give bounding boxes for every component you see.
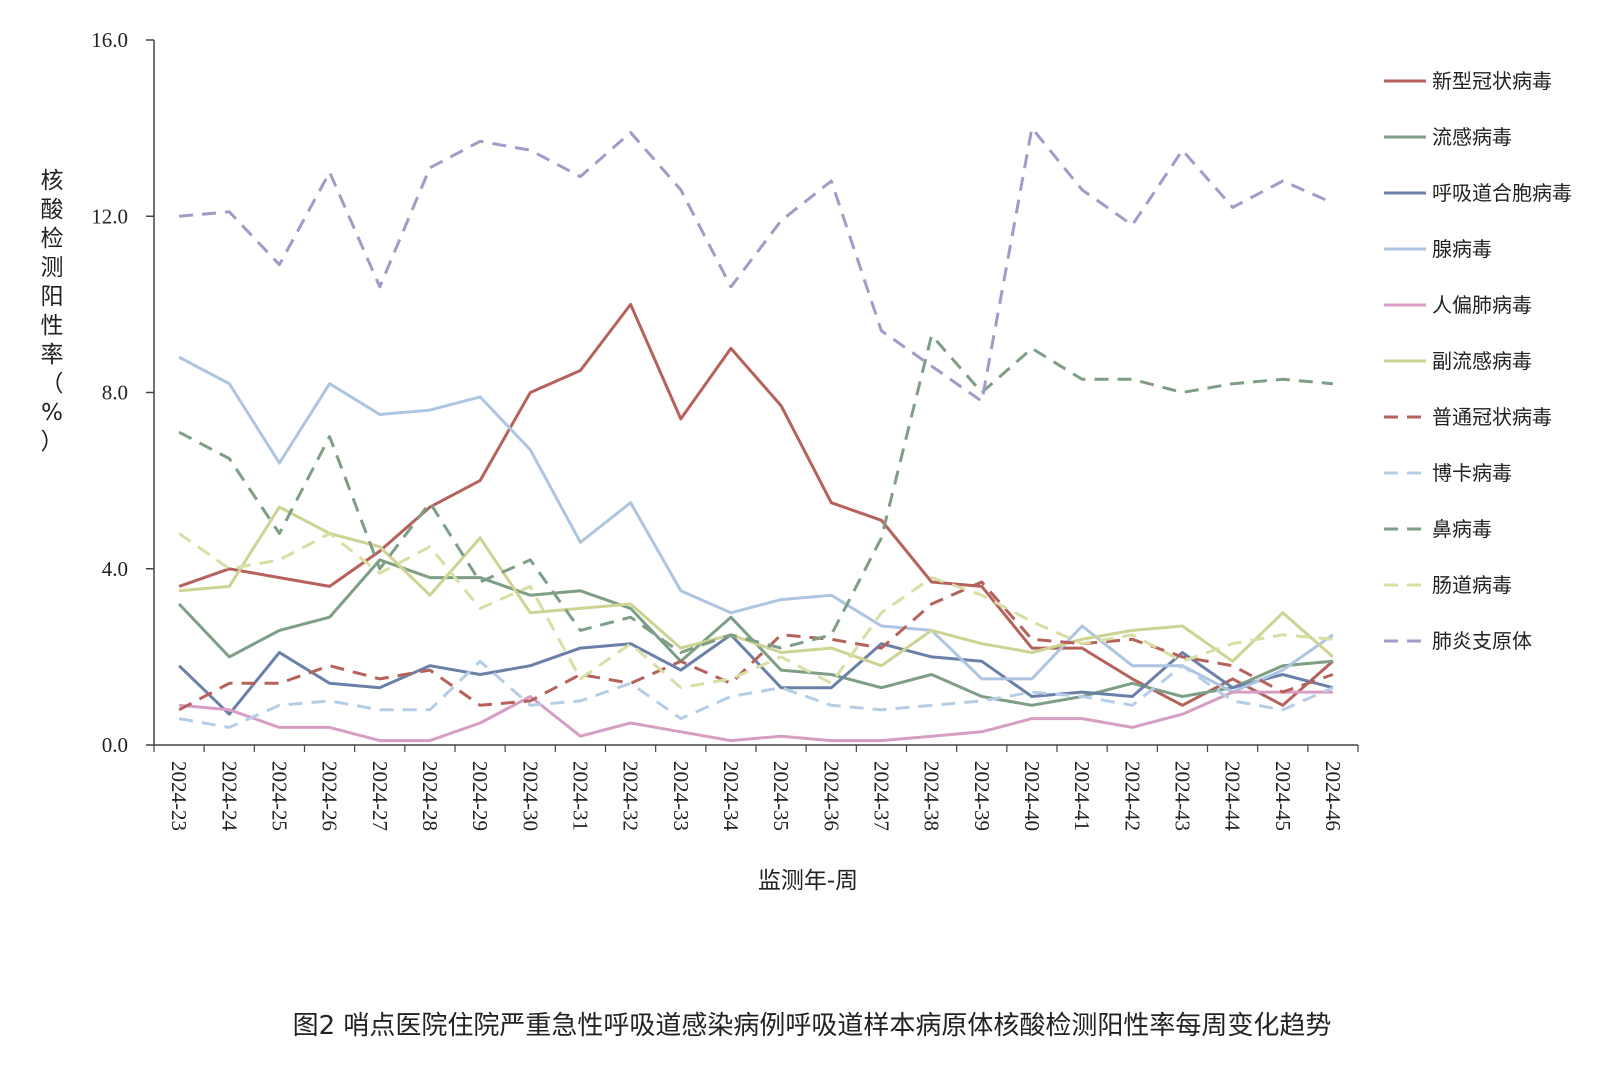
legend-label: 新型冠状病毒 [1432, 69, 1552, 93]
x-tick-label: 2024-25 [267, 761, 291, 831]
legend-label: 人偏肺病毒 [1432, 293, 1532, 317]
legend-label: 腺病毒 [1432, 237, 1492, 261]
x-tick-label: 2024-33 [669, 761, 693, 831]
legend-label: 普通冠状病毒 [1432, 405, 1552, 429]
y-tick-label: 8.0 [102, 381, 128, 405]
series-line [178, 333, 1334, 654]
y-tick-label: 12.0 [91, 204, 128, 228]
series-line [178, 302, 1334, 707]
legend-label: 博卡病毒 [1432, 461, 1512, 485]
legend-label: 副流感病毒 [1432, 349, 1532, 373]
x-tick-label: 2024-27 [368, 761, 392, 831]
x-tick-label: 2024-28 [418, 761, 442, 831]
x-axis-ticks: 2024-23 2024-24 2024-25 2024-26 2024-27 2024-… [153, 745, 1359, 831]
y-axis-label-char: 酸 [41, 197, 64, 223]
legend-label: 肺炎支原体 [1432, 629, 1532, 653]
series-line [178, 126, 1334, 403]
y-axis-label-char: 测 [41, 255, 64, 281]
x-tick-label: 2024-26 [318, 761, 342, 831]
x-tick-label: 2024-45 [1271, 761, 1295, 831]
y-axis-ticks: 0.0 4.0 8.0 12.0 16.0 [91, 28, 154, 757]
y-axis-label-char: % [41, 400, 63, 426]
y-axis-label-char: ） [41, 429, 64, 455]
y-axis-label: 核酸检测阳性率 （% ） [41, 168, 64, 455]
legend-label: 鼻病毒 [1432, 517, 1492, 541]
x-tick-label: 2024-29 [468, 761, 492, 831]
y-tick-label: 16.0 [91, 28, 128, 52]
legend-label: 呼吸道合胞病毒 [1432, 181, 1572, 205]
y-axis-label-char: 检 [41, 226, 64, 252]
series-lines [178, 126, 1334, 743]
x-tick-label: 2024-36 [819, 761, 843, 831]
y-axis-label-char: 核 [41, 168, 64, 194]
legend: 新型冠状病毒流感病毒呼吸道合胞病毒腺病毒人偏肺病毒副流感病毒普通冠状病毒博卡病毒… [1384, 69, 1572, 653]
series-line [178, 690, 1333, 743]
y-tick-label: 0.0 [102, 733, 128, 757]
y-axis-label-char: 性 [41, 313, 64, 339]
x-tick-label: 2024-40 [1020, 761, 1044, 831]
x-tick-label: 2024-31 [568, 761, 592, 831]
x-axis-label: 监测年-周 [758, 868, 858, 894]
series-line [178, 558, 1334, 707]
axes [153, 40, 1358, 746]
y-tick-label: 4.0 [102, 557, 128, 581]
x-tick-label: 2024-39 [970, 761, 994, 831]
x-tick-label: 2024-35 [769, 761, 793, 831]
x-tick-label: 2024-46 [1321, 761, 1345, 831]
y-axis-label-char: （ [41, 371, 64, 397]
x-tick-label: 2024-44 [1221, 761, 1245, 831]
figure-caption: 图2 哨点医院住院严重急性呼吸道感染病例呼吸道样本病原体核酸检测阳性率每周变化趋… [292, 1011, 1332, 1041]
legend-label: 流感病毒 [1432, 125, 1512, 149]
series-line [178, 633, 1334, 716]
x-tick-label: 2024-37 [869, 761, 893, 831]
legend-label: 肠道病毒 [1432, 573, 1512, 597]
x-tick-label: 2024-24 [217, 761, 241, 831]
x-tick-label: 2024-42 [1120, 761, 1144, 831]
series-line [178, 580, 1334, 712]
x-tick-label: 2024-41 [1070, 761, 1094, 831]
x-tick-label: 2024-43 [1170, 761, 1194, 831]
chart: 0.04.08.012.016.0 2024-23 2024-24 2024-25 2… [41, 28, 1573, 894]
y-axis-label-char: 率 [41, 342, 64, 368]
x-tick-label: 2024-32 [619, 761, 643, 831]
y-axis-label-char: 阳 [41, 284, 64, 310]
series-line [178, 355, 1334, 694]
x-tick-label: 2024-30 [518, 761, 542, 831]
x-tick-label: 2024-34 [719, 761, 743, 831]
x-tick-label: 2024-23 [167, 761, 191, 831]
x-tick-label: 2024-38 [920, 761, 944, 831]
